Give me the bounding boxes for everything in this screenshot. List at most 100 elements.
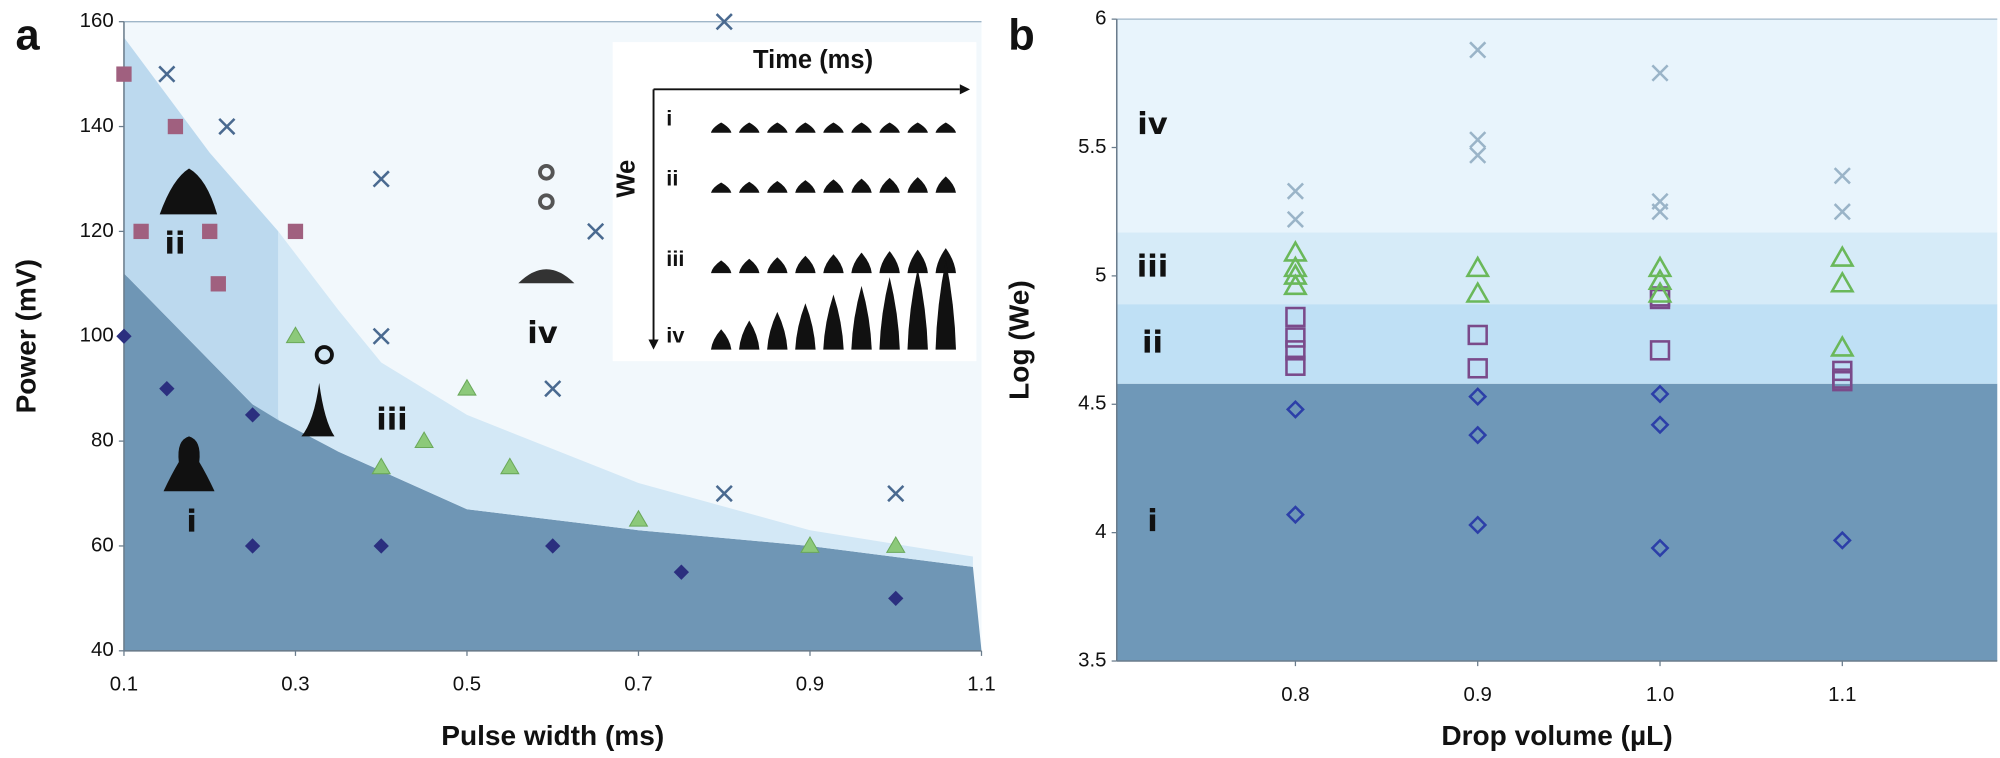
y-tick-label: 140 bbox=[80, 115, 114, 137]
region bbox=[123, 37, 279, 421]
marker-triangle bbox=[1647, 268, 1673, 290]
drop-frame bbox=[823, 179, 844, 193]
marker-diamond bbox=[1285, 505, 1305, 525]
region-label: i bbox=[1147, 504, 1157, 539]
marker-cross bbox=[1286, 182, 1304, 200]
marker-square bbox=[202, 223, 218, 240]
x-tick-label: 0.9 bbox=[796, 674, 824, 696]
drop-frame bbox=[767, 311, 788, 350]
drop-frame bbox=[795, 122, 816, 133]
marker-triangle bbox=[628, 509, 649, 527]
inset-row-label: iii bbox=[666, 246, 684, 271]
x-tick-label: 0.9 bbox=[1464, 684, 1492, 706]
marker-cross bbox=[1469, 41, 1487, 59]
y-tick-label: 40 bbox=[91, 639, 114, 661]
x-tick-label: 0.1 bbox=[110, 674, 138, 696]
marker-triangle bbox=[800, 536, 820, 553]
marker-diamond bbox=[888, 590, 904, 607]
marker-square bbox=[116, 66, 132, 82]
x-tick-label: 1.0 bbox=[1646, 684, 1674, 706]
marker-triangle bbox=[1647, 255, 1673, 278]
y-tick-label: 3.5 bbox=[1078, 649, 1106, 671]
marker-diamond bbox=[1468, 515, 1488, 535]
drop-frame bbox=[739, 122, 760, 133]
drop-icon bbox=[314, 345, 334, 365]
marker-diamond bbox=[116, 328, 132, 344]
marker-cross bbox=[372, 170, 390, 188]
y-tick-label: 120 bbox=[80, 220, 114, 242]
y-axis-title: Power (mV) bbox=[11, 259, 42, 413]
marker-square bbox=[167, 118, 184, 135]
drop-frame bbox=[851, 122, 872, 133]
drop-frame bbox=[907, 249, 928, 274]
y-axis-title: Log (We) bbox=[1003, 280, 1034, 400]
marker-cross bbox=[158, 65, 176, 83]
drop-frame bbox=[851, 178, 872, 193]
band bbox=[1116, 304, 1998, 384]
region bbox=[278, 231, 973, 567]
x-tick-label: 1.1 bbox=[1828, 684, 1856, 706]
marker-square bbox=[1467, 324, 1488, 346]
drop-frame bbox=[879, 122, 900, 133]
x-axis-title: Drop volume (µL) bbox=[1441, 720, 1672, 751]
marker-diamond bbox=[1832, 530, 1852, 550]
marker-cross bbox=[1833, 167, 1851, 185]
y-tick-label: 6 bbox=[1095, 8, 1106, 30]
y-tick-label: 100 bbox=[80, 325, 114, 347]
marker-square bbox=[1649, 340, 1671, 361]
marker-triangle bbox=[1283, 273, 1308, 296]
marker-diamond bbox=[1468, 425, 1488, 445]
marker-triangle bbox=[371, 457, 392, 475]
marker-cross bbox=[218, 117, 236, 136]
marker-diamond bbox=[1468, 387, 1488, 407]
drop-frame bbox=[851, 252, 872, 274]
band bbox=[1116, 383, 1998, 662]
marker-diamond bbox=[1650, 415, 1670, 435]
y-tick-label: 80 bbox=[91, 429, 114, 451]
marker-triangle bbox=[1829, 335, 1855, 357]
drop-frame bbox=[710, 329, 732, 350]
marker-cross bbox=[544, 380, 562, 398]
inset-title: Time (ms) bbox=[753, 46, 873, 74]
region-label: iv bbox=[1137, 107, 1167, 142]
drop-frame bbox=[935, 122, 956, 133]
y-tick-label: 5.5 bbox=[1078, 136, 1106, 158]
marker-triangle bbox=[1829, 245, 1855, 267]
marker-triangle bbox=[285, 326, 306, 344]
marker-triangle bbox=[1829, 270, 1855, 293]
y-tick-label: 5 bbox=[1095, 264, 1106, 286]
marker-triangle bbox=[1647, 281, 1673, 303]
marker-square bbox=[287, 223, 304, 240]
region-label: i bbox=[186, 505, 197, 540]
x-tick-label: 1.1 bbox=[967, 674, 995, 696]
region-label: iv bbox=[527, 316, 557, 351]
marker-diamond bbox=[1650, 538, 1670, 558]
x-tick-label: 0.5 bbox=[453, 674, 481, 696]
marker-square bbox=[1467, 358, 1488, 379]
arrow-head bbox=[648, 339, 659, 350]
marker-cross bbox=[1469, 131, 1487, 149]
marker-square bbox=[1285, 306, 1306, 328]
drop-frame bbox=[767, 122, 788, 133]
drop-frame bbox=[767, 180, 788, 193]
y-tick-label: 4 bbox=[1095, 521, 1106, 543]
marker-cross bbox=[715, 13, 733, 31]
drop-frame bbox=[710, 122, 732, 133]
y-tick-label: 160 bbox=[80, 10, 114, 32]
marker-square bbox=[1832, 370, 1853, 392]
drop-frame bbox=[795, 180, 816, 193]
marker-triangle bbox=[1283, 263, 1308, 285]
drop-icon bbox=[159, 168, 218, 215]
drop-frame bbox=[710, 260, 732, 274]
marker-diamond bbox=[1650, 384, 1670, 404]
inset-row-label: i bbox=[666, 106, 672, 131]
panel-letter: b bbox=[1008, 12, 1034, 60]
drop-frame bbox=[767, 257, 788, 274]
marker-square bbox=[1285, 327, 1306, 348]
x-tick-label: 0.8 bbox=[1281, 684, 1309, 706]
drop-frame bbox=[823, 294, 844, 350]
region-label: iii bbox=[376, 403, 407, 438]
marker-cross bbox=[587, 222, 605, 240]
